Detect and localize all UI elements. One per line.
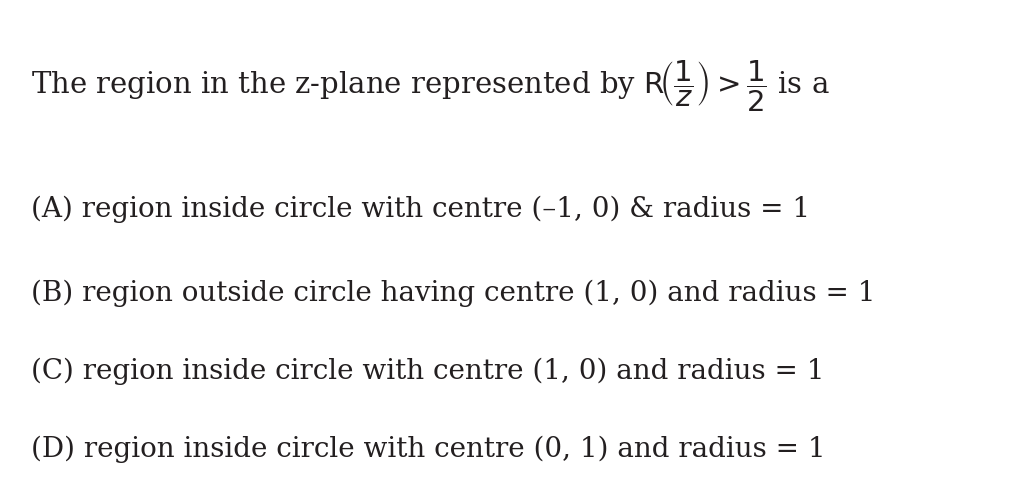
Text: (B) region outside circle having centre (1, 0) and radius = 1: (B) region outside circle having centre … — [31, 279, 876, 307]
Text: (D) region inside circle with centre (0, 1) and radius = 1: (D) region inside circle with centre (0,… — [31, 436, 825, 464]
Text: (A) region inside circle with centre (–1, 0) & radius = 1: (A) region inside circle with centre (–1… — [31, 196, 811, 223]
Text: The region in the z-plane represented by $\mathrm{R}\!\left(\dfrac{1}{z}\right)>: The region in the z-plane represented by… — [31, 59, 829, 114]
Text: (C) region inside circle with centre (1, 0) and radius = 1: (C) region inside circle with centre (1,… — [31, 358, 824, 385]
